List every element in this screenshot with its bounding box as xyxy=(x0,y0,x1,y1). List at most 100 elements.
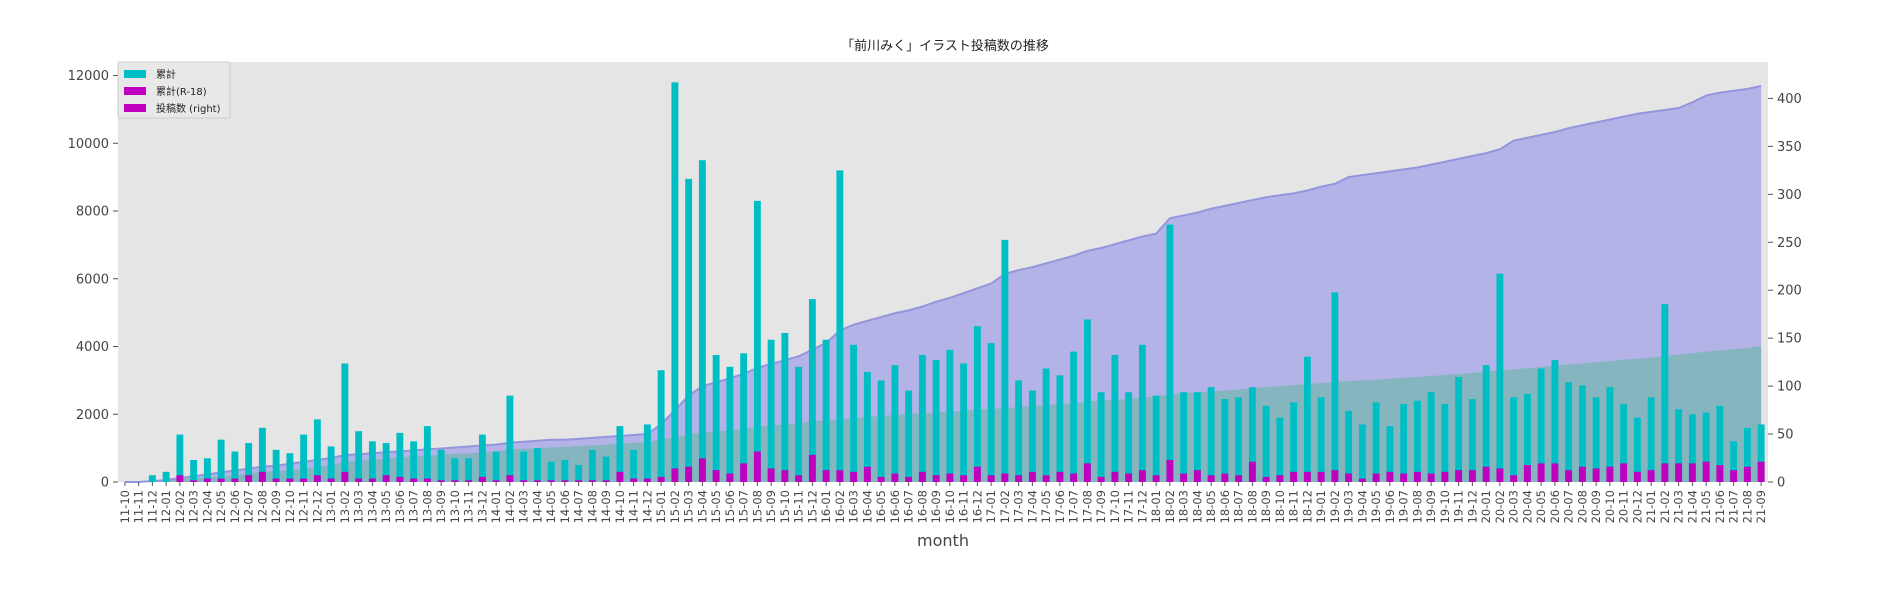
bar-cumulative xyxy=(987,343,995,482)
bar-cumulative xyxy=(1248,387,1256,482)
bar-r18 xyxy=(492,480,500,482)
x-tick-label: 12-04 xyxy=(200,490,214,523)
x-tick-label: 14-01 xyxy=(489,490,503,523)
bar-r18 xyxy=(588,480,596,482)
x-tick-label: 13-02 xyxy=(338,490,352,523)
bar-r18 xyxy=(1523,465,1531,482)
bar-r18 xyxy=(341,471,349,482)
y-axis-left: 0 2000 4000 6000 8000 10000 12000 xyxy=(68,69,118,491)
x-tick-label: 21-08 xyxy=(1740,490,1754,523)
x-tick-label: 13-05 xyxy=(379,490,393,523)
x-tick-label: 19-06 xyxy=(1383,490,1397,523)
x-tick-label: 19-02 xyxy=(1328,490,1342,523)
cumulative-bars-layer xyxy=(148,82,1765,483)
bar-cumulative xyxy=(1015,380,1023,482)
bar-cumulative xyxy=(1235,397,1243,482)
bar-cumulative xyxy=(1633,417,1641,482)
x-tick-label: 12-05 xyxy=(214,490,228,523)
x-tick-label: 14-09 xyxy=(599,490,613,523)
bar-cumulative xyxy=(1001,239,1009,482)
bar-cumulative xyxy=(781,332,789,482)
bar-cumulative xyxy=(685,178,693,482)
bar-cumulative xyxy=(1056,375,1064,482)
x-tick-label: 19-05 xyxy=(1369,490,1383,523)
y-tick-label: 12000 xyxy=(68,69,109,84)
bar-cumulative xyxy=(1331,292,1339,482)
x-tick-label: 11-10 xyxy=(118,490,132,523)
bar-cumulative xyxy=(1345,410,1353,482)
y-tick-label: 6000 xyxy=(76,272,109,287)
y2-tick-label: 100 xyxy=(1777,380,1802,395)
x-tick-label: 17-08 xyxy=(1080,490,1094,523)
bar-cumulative xyxy=(643,424,651,482)
bar-r18 xyxy=(478,476,486,482)
x-tick-label: 20-01 xyxy=(1479,490,1493,523)
bar-r18 xyxy=(1482,466,1490,482)
legend-label-posts: 投稿数 (right) xyxy=(156,102,221,115)
x-tick-label: 17-05 xyxy=(1039,490,1053,523)
y2-tick-label: 250 xyxy=(1777,236,1802,251)
bar-cumulative xyxy=(960,363,968,482)
x-tick-label: 19-10 xyxy=(1438,490,1452,523)
x-tick-label: 21-01 xyxy=(1644,490,1658,523)
bar-cumulative xyxy=(148,475,156,482)
bar-cumulative xyxy=(410,441,418,482)
x-tick-label: 20-03 xyxy=(1507,490,1521,523)
x-tick-label: 13-11 xyxy=(462,490,476,523)
bar-cumulative xyxy=(1496,273,1504,482)
bar-cumulative xyxy=(1716,405,1724,482)
x-tick-label: 14-05 xyxy=(544,490,558,523)
bar-cumulative xyxy=(423,426,431,482)
bar-r18 xyxy=(863,466,871,482)
bar-r18 xyxy=(506,475,514,482)
x-tick-label: 13-10 xyxy=(448,490,462,523)
x-tick-label: 12-03 xyxy=(187,490,201,523)
bar-r18 xyxy=(1702,461,1710,482)
x-tick-label: 20-05 xyxy=(1534,490,1548,523)
bar-r18 xyxy=(685,466,693,482)
x-tick-label: 21-09 xyxy=(1754,490,1768,523)
bar-cumulative xyxy=(327,446,335,482)
bar-cumulative xyxy=(492,451,500,482)
x-tick-label: 15-12 xyxy=(805,490,819,523)
x-tick-label: 15-06 xyxy=(723,490,737,523)
x-tick-label: 11-12 xyxy=(145,490,159,523)
bar-cumulative xyxy=(1592,397,1600,482)
x-tick-label: 14-10 xyxy=(613,490,627,523)
bar-cumulative xyxy=(630,449,638,482)
x-tick-label: 21-05 xyxy=(1699,490,1713,523)
bar-cumulative xyxy=(973,326,981,482)
bar-cumulative xyxy=(561,459,569,482)
bar-cumulative xyxy=(258,427,266,482)
bar-cumulative xyxy=(863,371,871,482)
y2-tick-label: 0 xyxy=(1777,476,1785,491)
bar-cumulative xyxy=(1372,402,1380,482)
bar-cumulative xyxy=(1317,397,1325,482)
bar-r18 xyxy=(451,480,459,482)
bar-r18 xyxy=(355,478,363,482)
bar-r18 xyxy=(850,471,858,482)
bar-r18 xyxy=(1111,471,1119,482)
x-tick-label: 17-11 xyxy=(1122,490,1136,523)
x-tick-label: 13-01 xyxy=(324,490,338,523)
x-tick-label: 12-11 xyxy=(297,490,311,523)
bar-r18 xyxy=(905,476,913,482)
bar-r18 xyxy=(520,480,528,482)
bar-cumulative xyxy=(355,431,363,482)
x-tick-label: 11-11 xyxy=(132,490,146,523)
bar-r18 xyxy=(1551,463,1559,482)
bar-r18 xyxy=(1743,466,1751,482)
x-tick-label: 20-02 xyxy=(1493,490,1507,523)
bar-cumulative xyxy=(368,441,376,482)
x-tick-label: 12-08 xyxy=(255,490,269,523)
bar-r18 xyxy=(1070,473,1078,482)
bar-cumulative xyxy=(1551,360,1559,482)
bar-r18 xyxy=(575,480,583,482)
x-tick-label: 16-03 xyxy=(847,490,861,523)
bar-r18 xyxy=(1441,471,1449,482)
bar-r18 xyxy=(795,475,803,482)
r18-bars-layer xyxy=(176,451,1765,482)
bar-cumulative xyxy=(1262,405,1270,482)
bar-r18 xyxy=(767,468,775,482)
bar-cumulative xyxy=(1688,414,1696,482)
